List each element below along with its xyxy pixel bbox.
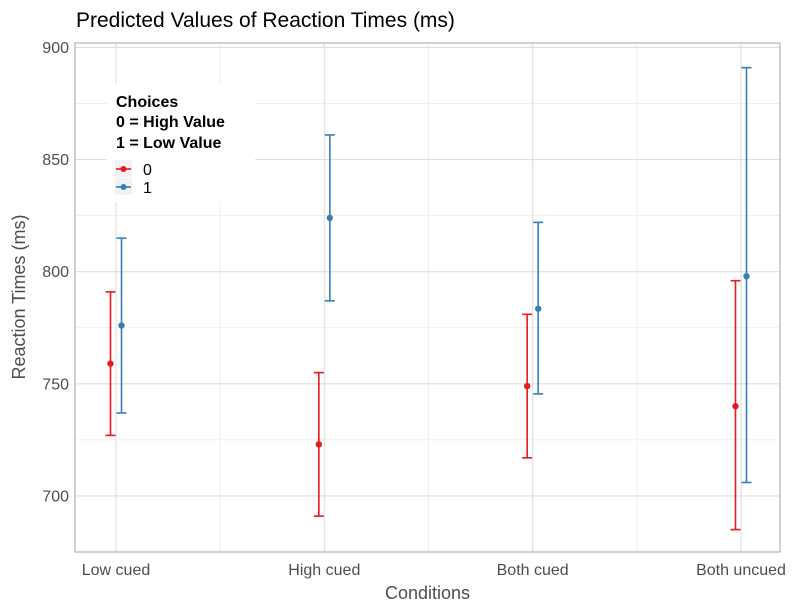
point-series-0 [523, 382, 531, 390]
x-tick-label: Both cued [497, 562, 569, 579]
legend-key-point [120, 166, 127, 172]
chart-title: Predicted Values of Reaction Times (ms) [76, 9, 455, 32]
point-series-0 [315, 441, 323, 448]
x-axis-title: Conditions [385, 583, 470, 603]
point-series-1 [534, 305, 542, 312]
legend-title-line-3: 1 = Low Value [116, 135, 221, 152]
legend-title-line-1: Choices [116, 94, 178, 111]
y-tick-label: 750 [42, 376, 69, 393]
y-tick-label: 900 [42, 40, 69, 57]
x-tick-label: Low cued [82, 562, 151, 579]
point-series-1 [743, 272, 750, 280]
x-tick-label: Both uncued [696, 562, 786, 579]
x-axis-ticks: Low cued High cued Both cued Both uncued [82, 562, 786, 579]
point-series-1 [118, 322, 125, 329]
legend-label-0: 0 [143, 162, 152, 179]
point-series-0 [107, 360, 114, 367]
legend-title-line-2: 0 = High Value [116, 114, 225, 131]
legend-label-1: 1 [143, 180, 152, 197]
y-axis-ticks: 700 750 800 850 900 [42, 40, 69, 505]
x-tick-label: High cued [288, 562, 360, 579]
data-marks [105, 66, 752, 531]
y-axis-title: Reaction Times (ms) [9, 214, 29, 379]
legend-keys: 01 [115, 160, 152, 197]
legend: Choices 0 = High Value 1 = Low Value 01 [107, 84, 255, 202]
point-series-1 [326, 214, 334, 222]
plot-border [74, 42, 781, 553]
y-tick-label: 800 [42, 264, 69, 281]
y-tick-label: 850 [42, 152, 69, 169]
point-series-0 [732, 403, 739, 410]
legend-key-point [120, 184, 127, 190]
y-tick-label: 700 [42, 488, 69, 505]
